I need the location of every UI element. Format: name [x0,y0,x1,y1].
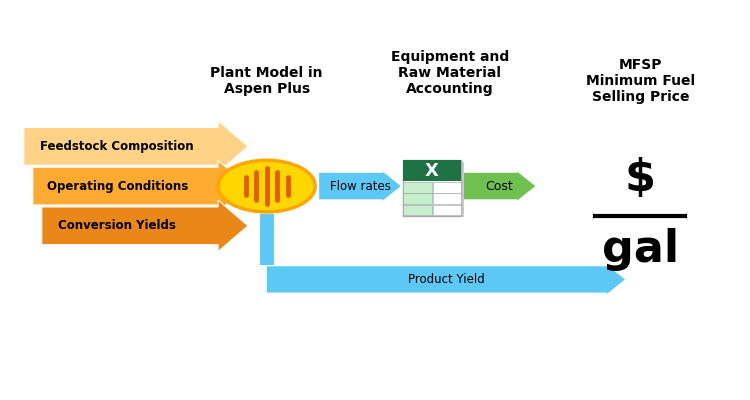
Text: Feedstock Composition: Feedstock Composition [40,140,194,153]
Text: X: X [424,162,439,180]
Text: Equipment and
Raw Material
Accounting: Equipment and Raw Material Accounting [391,50,508,96]
Circle shape [218,160,315,212]
Polygon shape [42,200,248,252]
Text: Cost: Cost [485,180,513,192]
Text: $: $ [625,157,656,200]
Polygon shape [319,171,401,201]
FancyBboxPatch shape [433,205,461,216]
FancyBboxPatch shape [403,160,461,216]
FancyBboxPatch shape [404,182,432,192]
Polygon shape [464,171,536,201]
Text: gal: gal [602,228,679,271]
Text: Flow rates: Flow rates [329,180,391,192]
Text: Operating Conditions: Operating Conditions [46,180,188,192]
FancyBboxPatch shape [406,162,464,218]
Polygon shape [33,160,248,212]
Text: Product Yield: Product Yield [407,273,485,286]
FancyBboxPatch shape [404,193,432,204]
Text: Conversion Yields: Conversion Yields [58,219,176,232]
Polygon shape [267,264,626,294]
Text: Plant Model in
Aspen Plus: Plant Model in Aspen Plus [211,66,323,96]
FancyBboxPatch shape [433,193,461,204]
Text: MFSP
Minimum Fuel
Selling Price: MFSP Minimum Fuel Selling Price [586,58,694,104]
Polygon shape [24,121,248,172]
FancyBboxPatch shape [403,160,461,182]
FancyBboxPatch shape [404,205,432,216]
FancyBboxPatch shape [433,182,461,192]
